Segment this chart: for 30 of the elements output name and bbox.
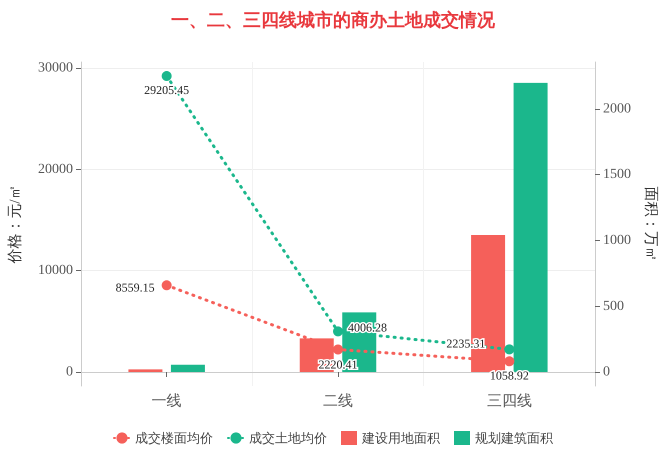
bar bbox=[170, 364, 205, 372]
point bbox=[333, 344, 343, 355]
point bbox=[162, 71, 172, 82]
legend-label: 成交土地均价 bbox=[249, 430, 327, 446]
legend-label: 建设用地面积 bbox=[361, 430, 440, 446]
data-label: 1058.92 bbox=[490, 368, 529, 382]
y-tick-label: 30000 bbox=[38, 60, 73, 76]
point bbox=[504, 344, 514, 354]
y2-tick-label: 0 bbox=[603, 364, 610, 380]
point bbox=[162, 280, 172, 290]
legend-label: 规划建筑面积 bbox=[475, 430, 553, 446]
x-tick-label: 一线 bbox=[152, 392, 182, 410]
y2-axis-title: 面积：万㎡ bbox=[642, 186, 658, 262]
y-tick-label: 20000 bbox=[38, 162, 73, 177]
legend-label: 成交楼面均价 bbox=[135, 430, 213, 446]
y2-tick-label: 1500 bbox=[603, 167, 631, 182]
chart-title: 一、二、三四线城市的商办土地成交情况 bbox=[171, 10, 496, 30]
y-axis-title: 价格：元/㎡ bbox=[6, 184, 24, 265]
bar bbox=[128, 369, 162, 372]
y2-tick-label: 2000 bbox=[603, 101, 631, 116]
y2-tick-label: 500 bbox=[603, 298, 624, 314]
data-label: 8559.15 bbox=[116, 280, 155, 294]
y2-tick-label: 1000 bbox=[603, 233, 631, 248]
point bbox=[504, 356, 514, 366]
x-tick-label: 三四线 bbox=[486, 392, 532, 410]
y-tick-label: 10000 bbox=[38, 263, 73, 278]
y-tick-label: 0 bbox=[66, 364, 73, 380]
data-label: 29205.45 bbox=[144, 83, 190, 98]
point bbox=[333, 326, 343, 336]
x-tick-label: 二线 bbox=[323, 392, 353, 410]
